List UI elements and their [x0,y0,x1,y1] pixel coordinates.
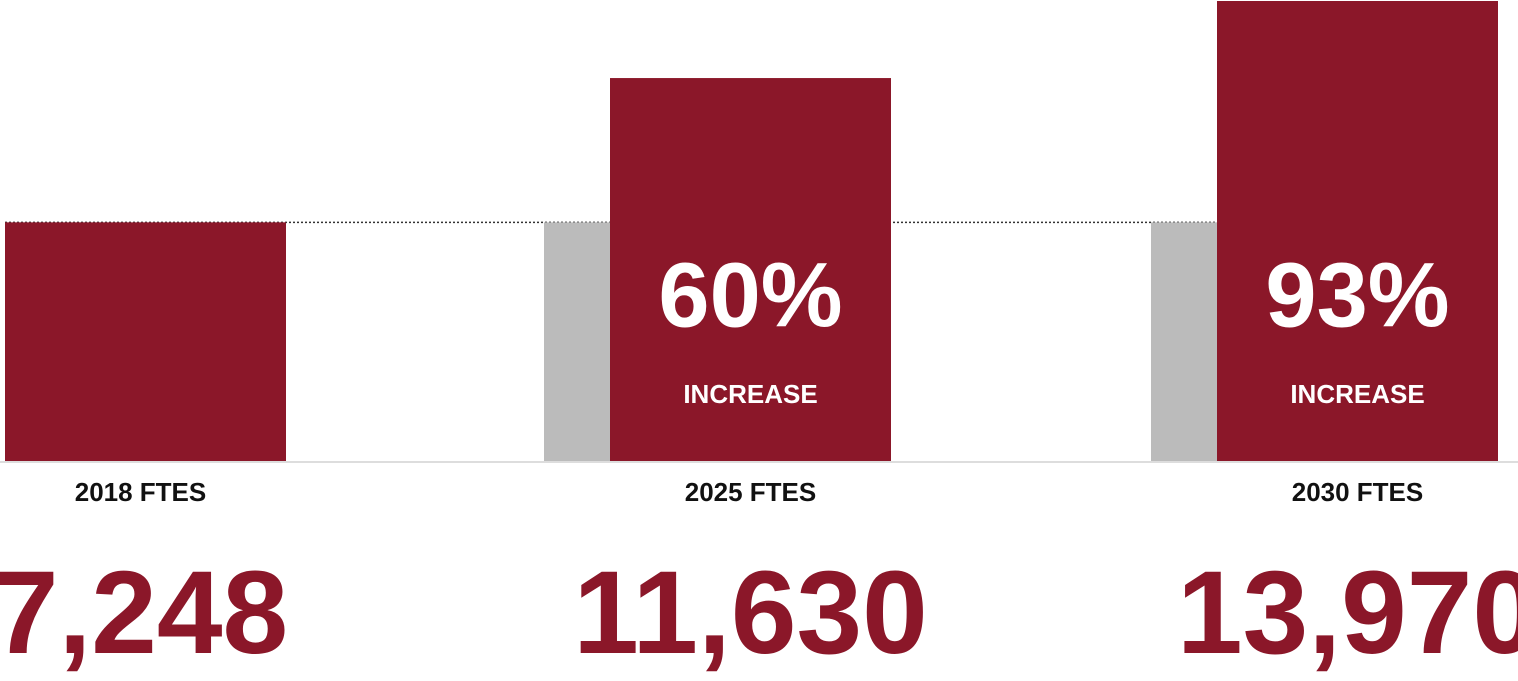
value-label: 13,970 [1177,547,1518,679]
bar [5,222,286,461]
baseline-bar [544,222,610,461]
category-label: 2030 FTES [1292,477,1424,507]
value-label: 11,630 [573,547,927,679]
increase-percent: 60% [658,244,842,346]
bar [610,78,891,462]
bar [1217,1,1498,461]
category-label: 2025 FTES [685,477,817,507]
increase-text: INCREASE [683,379,817,409]
category-label: 2018 FTES [75,477,207,507]
increase-percent: 93% [1265,244,1449,346]
baseline-bar [1151,222,1217,461]
increase-text: INCREASE [1290,379,1424,409]
value-label: 7,248 [0,547,288,679]
